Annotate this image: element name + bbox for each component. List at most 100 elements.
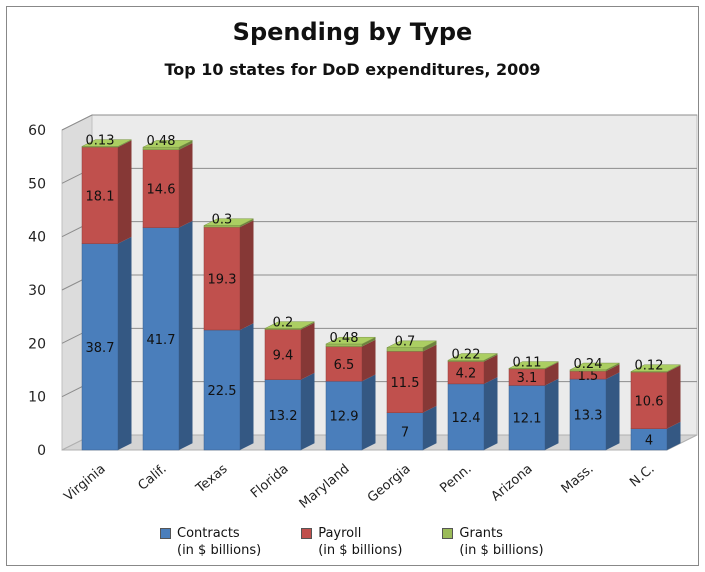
bar-top-grants <box>325 336 376 345</box>
bar-segment-contracts <box>203 329 241 451</box>
bar-side-grants <box>484 353 498 362</box>
data-label: 9.4 <box>273 349 294 364</box>
bar-side-contracts <box>606 372 620 450</box>
bar-side-contracts <box>118 236 132 450</box>
bar-segment-payroll <box>325 346 363 382</box>
y-tick-label: 50 <box>28 176 46 192</box>
data-label: 4.2 <box>456 367 477 382</box>
legend-unit-payroll: (in $ billions) <box>318 543 403 558</box>
legend-unit-contracts: (in $ billions) <box>177 543 262 558</box>
bar-side-payroll <box>484 354 498 384</box>
bar-top-grants <box>386 340 437 348</box>
chart-title: Spending by Type <box>232 18 473 46</box>
bar-segment-contracts <box>264 379 302 451</box>
bar-side-payroll <box>423 344 437 413</box>
x-tick-label: Mass. <box>559 462 597 497</box>
bar-top-grants <box>142 140 193 148</box>
bar-side-payroll <box>362 339 376 382</box>
data-label: 1.5 <box>578 369 599 384</box>
y-tick-label: 30 <box>28 283 46 299</box>
data-label: 12.4 <box>452 411 481 426</box>
bar-segment-contracts <box>569 378 607 451</box>
bar-side-payroll <box>240 220 254 330</box>
data-label: 18.1 <box>86 189 115 204</box>
legend-item-grants: Grants (in $ billions) <box>442 525 544 559</box>
bar-side-contracts <box>423 405 437 450</box>
bar-side-contracts <box>545 378 559 450</box>
bar-top-grants <box>447 353 498 361</box>
x-tick-label: Virginia <box>61 462 108 505</box>
bar-segment-contracts <box>447 383 485 451</box>
bar-side-contracts <box>301 372 315 450</box>
bar-side-payroll <box>606 364 620 380</box>
bar-top-grants <box>264 321 315 329</box>
bar-segment-contracts <box>386 412 424 451</box>
x-tick-label: Georgia <box>365 462 414 506</box>
bar-segment-contracts <box>508 385 546 451</box>
bar-side-contracts <box>179 220 193 450</box>
data-label: 41.7 <box>147 333 176 348</box>
data-label: 38.7 <box>86 341 115 356</box>
bar-segment-payroll <box>630 371 668 429</box>
y-tick-label: 60 <box>28 123 46 139</box>
legend-item-payroll: Payroll (in $ billions) <box>301 525 402 559</box>
x-tick-label: Penn. <box>437 462 474 497</box>
data-label: 0.48 <box>330 331 359 346</box>
data-label: 10.6 <box>635 394 664 409</box>
data-label: 12.9 <box>330 410 359 425</box>
data-label: 14.6 <box>147 183 176 198</box>
x-tick-label: Florida <box>248 462 292 502</box>
bar-side-grants <box>362 337 376 347</box>
legend-item-contracts: Contracts (in $ billions) <box>160 525 261 559</box>
data-label: 19.3 <box>208 273 237 288</box>
bar-side-payroll <box>118 140 132 244</box>
data-label: 0.22 <box>452 347 481 362</box>
bar-segment-contracts <box>325 380 363 451</box>
legend-label-payroll: Payroll <box>318 526 362 541</box>
x-tick-label: Arizona <box>489 462 536 505</box>
x-tick-label: N.C. <box>627 462 657 491</box>
bar-side-contracts <box>362 374 376 450</box>
data-label: 6.5 <box>334 358 355 373</box>
data-label: 0.7 <box>395 335 416 350</box>
data-label: 13.2 <box>269 409 298 424</box>
data-label: 11.5 <box>391 376 420 391</box>
y-tick-label: 40 <box>28 230 46 246</box>
data-label: 0.3 <box>212 212 233 227</box>
bar-top-grants <box>81 139 132 147</box>
bar-top-grants <box>630 364 681 372</box>
bar-top-grants <box>203 218 254 226</box>
bar-segment-contracts <box>81 243 119 451</box>
data-label: 0.2 <box>273 315 294 330</box>
bar-side-payroll <box>301 322 315 380</box>
bar-top-grants <box>508 361 559 369</box>
gridline <box>61 114 697 131</box>
bar-side-payroll <box>179 142 193 228</box>
data-label: 22.5 <box>208 384 237 399</box>
bar-side-contracts <box>667 421 681 450</box>
bar-segment-payroll <box>81 146 119 244</box>
bar-top-grants <box>569 362 620 371</box>
data-label: 0.24 <box>574 357 603 372</box>
legend-label-contracts: Contracts <box>177 526 240 541</box>
chart-legend: Contracts (in $ billions) Payroll (in $ … <box>160 525 544 559</box>
data-label: 13.3 <box>574 409 603 424</box>
x-tick-label: Calif. <box>135 462 169 494</box>
x-tick-label: Texas <box>193 461 231 496</box>
bar-side-grants <box>240 218 254 228</box>
data-label: 0.48 <box>147 134 176 149</box>
bar-side-grants <box>423 340 437 352</box>
bar-segment-payroll <box>264 329 302 380</box>
data-label: 7 <box>401 425 409 440</box>
bar-segment-payroll <box>386 351 424 413</box>
data-label: 3.1 <box>517 371 538 386</box>
bar-segment-payroll <box>203 226 241 331</box>
legend-swatch-payroll <box>301 528 313 539</box>
data-label: 12.1 <box>513 412 542 427</box>
y-tick-label: 10 <box>28 390 46 406</box>
legend-swatch-contracts <box>160 528 171 539</box>
x-tick-label: Maryland <box>297 462 353 512</box>
bar-side-contracts <box>484 377 498 450</box>
data-label: 4 <box>645 433 653 448</box>
y-tick-label: 20 <box>28 336 46 352</box>
